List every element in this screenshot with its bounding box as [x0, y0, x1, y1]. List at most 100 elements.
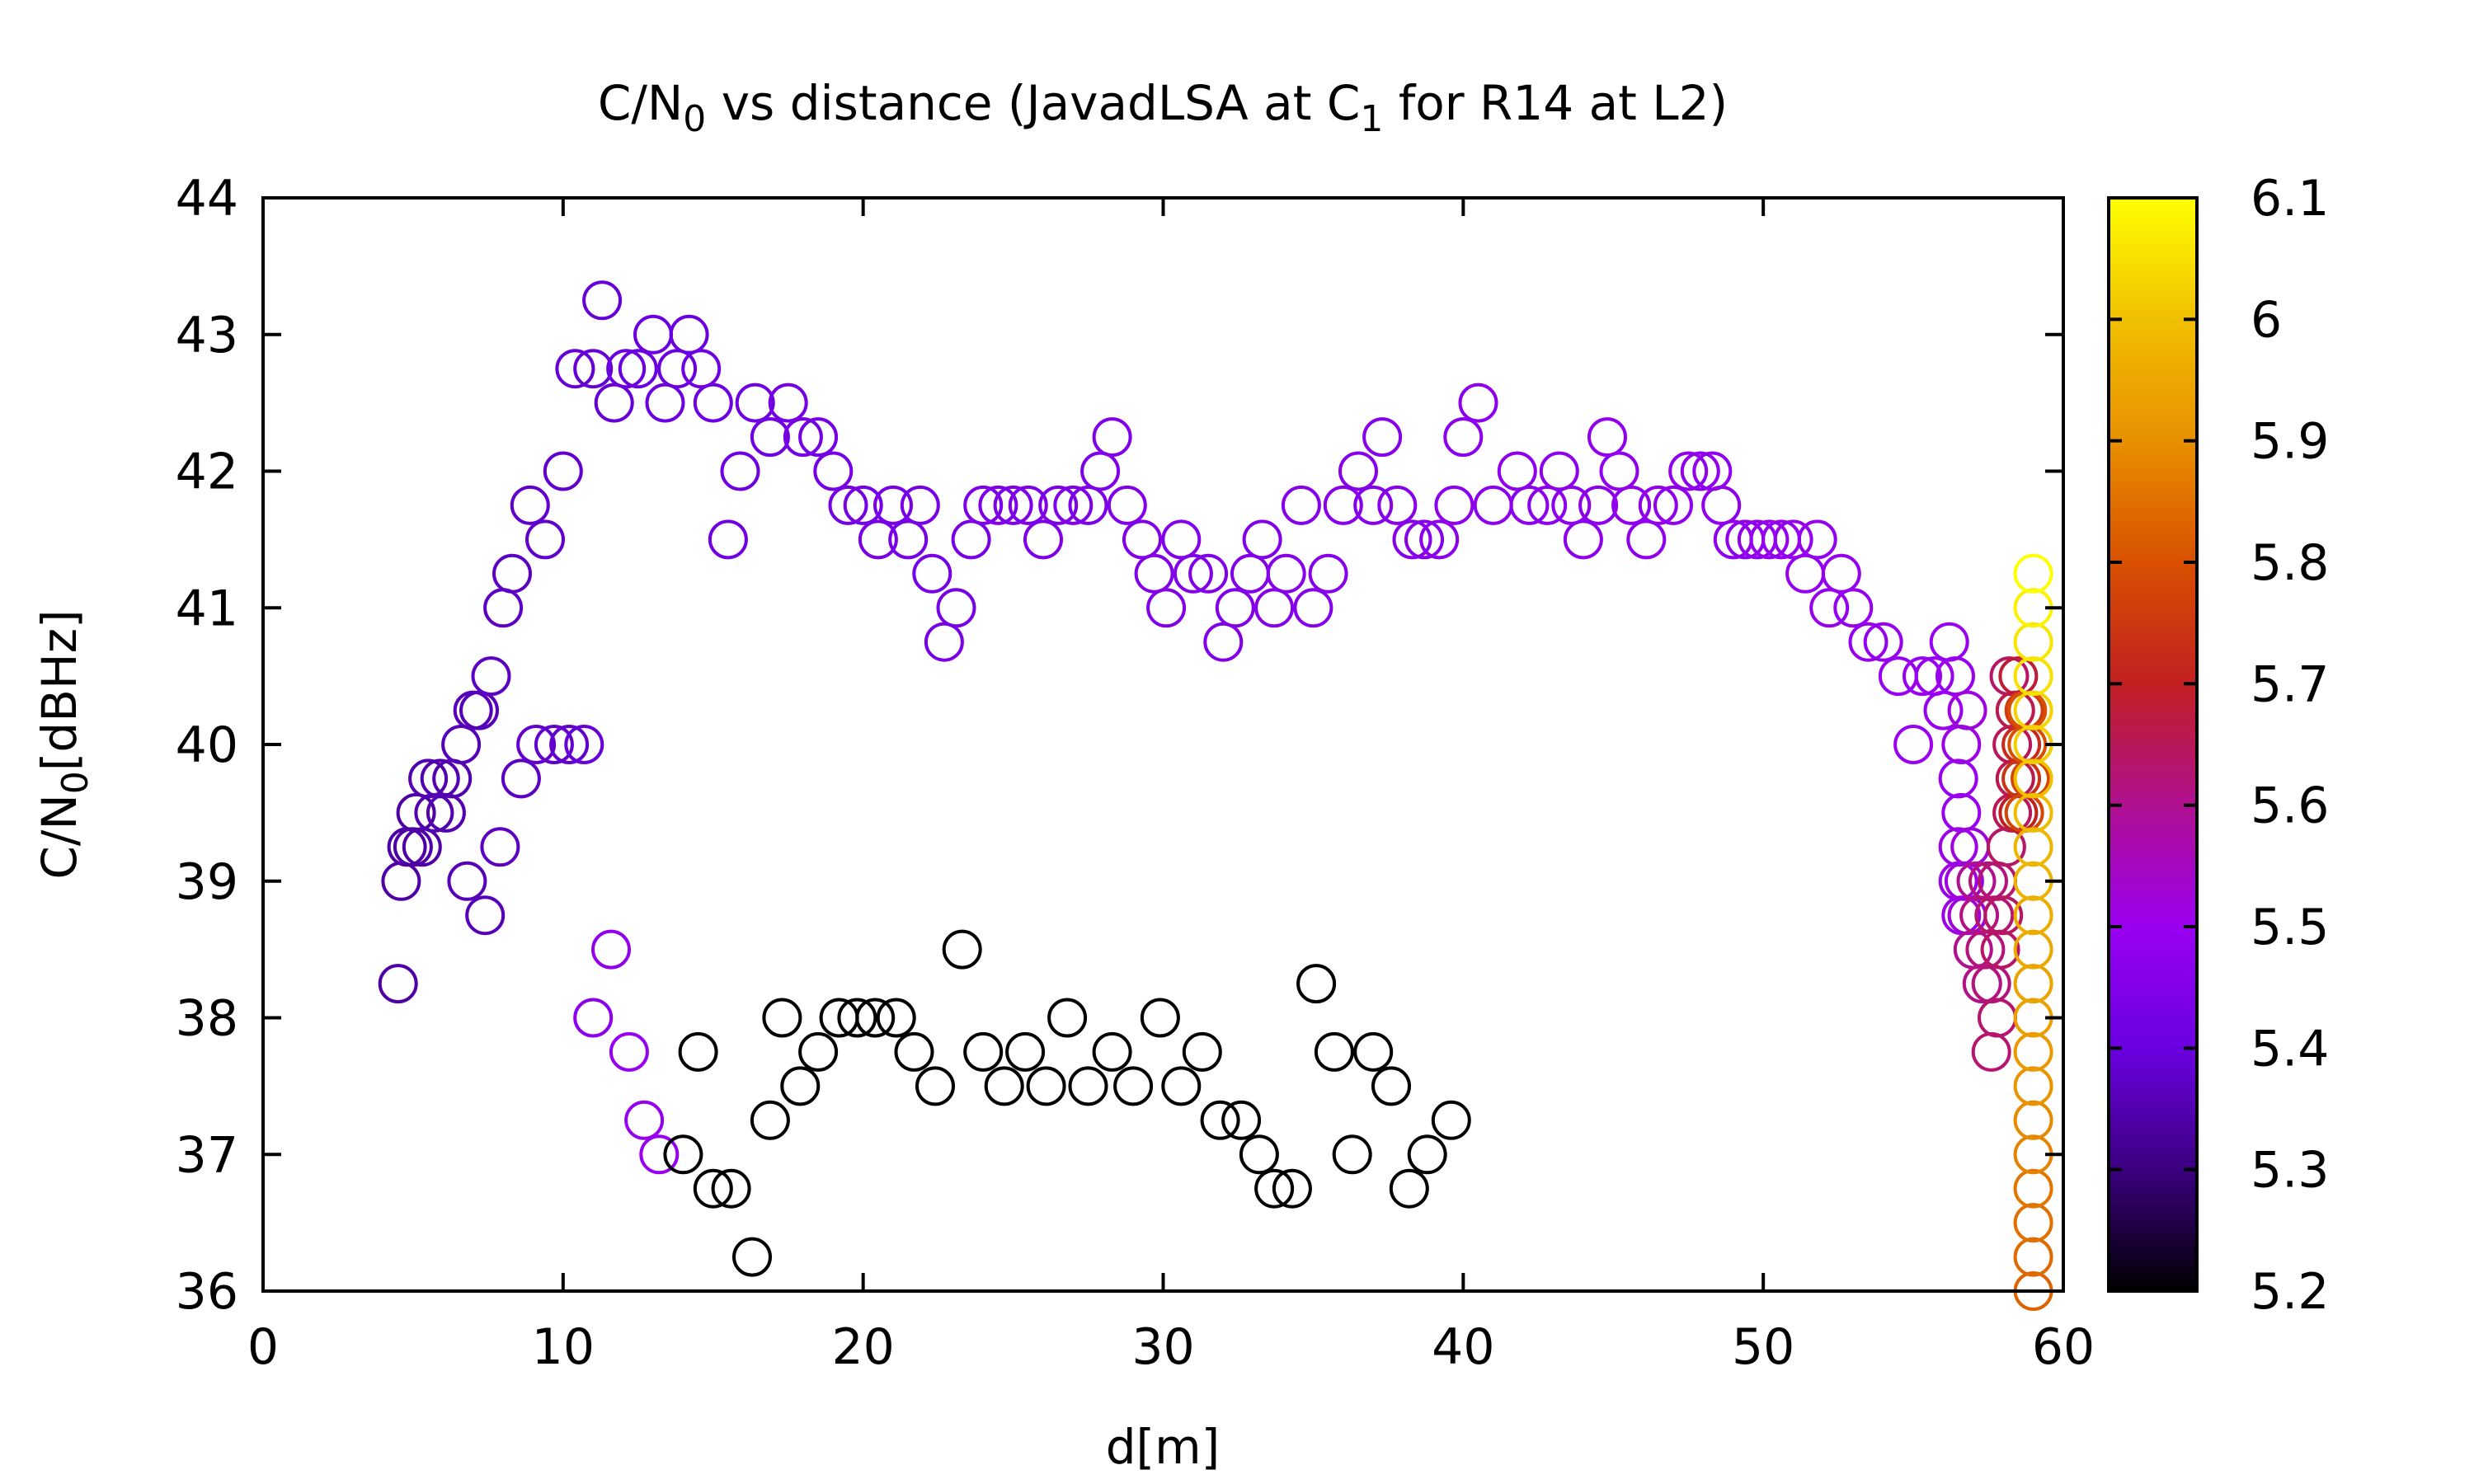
data-point: [693, 383, 733, 423]
data-point: [1551, 485, 1592, 525]
data-point: [1023, 519, 1063, 560]
data-point: [2013, 929, 2053, 970]
data-point: [573, 998, 614, 1038]
data-point: [2004, 690, 2044, 730]
data-point: [1392, 519, 1432, 560]
data-point: [1749, 519, 1790, 560]
data-point: [963, 485, 1004, 525]
data-point: [735, 383, 775, 423]
data-point: [2013, 964, 2053, 1004]
plot-frame: [261, 196, 2065, 1293]
data-point: [1587, 417, 1627, 458]
data-point: [582, 280, 623, 321]
data-point: [1266, 553, 1306, 594]
data-point: [1929, 622, 1969, 662]
data-point: [525, 519, 565, 560]
y-tick-label: 37: [176, 1126, 238, 1184]
y-tick-label: 43: [176, 307, 238, 364]
colorbar-tick-label: 6: [2251, 291, 2282, 349]
data-point: [1161, 519, 1202, 560]
data-point: [1353, 485, 1394, 525]
data-point: [798, 1031, 839, 1072]
data-point: [564, 725, 604, 764]
data-point: [1821, 553, 1861, 594]
data-point: [534, 725, 574, 764]
colorbar-tick-label: 5.8: [2251, 534, 2329, 592]
data-point: [750, 1100, 790, 1140]
data-point: [633, 314, 673, 355]
data-point: [1377, 485, 1418, 525]
x-tick-label: 20: [831, 1318, 894, 1376]
data-point: [1068, 1066, 1108, 1106]
data-point: [555, 349, 595, 389]
x-tick-label: 10: [532, 1318, 595, 1376]
data-point: [1539, 451, 1579, 491]
data-point: [1107, 485, 1147, 525]
data-point: [2013, 1203, 2053, 1243]
data-point: [1978, 998, 2017, 1038]
data-point: [1785, 553, 1826, 594]
data-point: [1404, 519, 1444, 560]
data-point: [2013, 1237, 2053, 1277]
x-tick-label: 40: [1432, 1318, 1494, 1376]
data-point: [591, 929, 631, 970]
data-point: [1188, 553, 1229, 594]
data-point: [1323, 485, 1363, 525]
colorbar-tick-label: 5.6: [2251, 777, 2329, 835]
data-point: [1638, 485, 1678, 525]
y-axis: 36 37 38 39 40 41 42 43 44: [176, 170, 2063, 1321]
data-point: [657, 349, 698, 389]
data-point: [855, 998, 896, 1038]
data-point: [888, 519, 929, 560]
data-point: [693, 1168, 733, 1209]
data-point: [1773, 519, 1813, 560]
data-point: [876, 998, 916, 1038]
data-point: [2013, 758, 2053, 799]
colorbar-tick-label: 5.7: [2251, 655, 2329, 713]
data-point: [768, 383, 808, 423]
data-point: [1458, 383, 1498, 423]
data-point: [900, 485, 940, 525]
data-point: [1092, 417, 1132, 458]
x-tick-label: 50: [1732, 1318, 1794, 1376]
data-point: [1923, 690, 1964, 730]
data-point: [813, 451, 854, 491]
data-point: [1122, 519, 1162, 560]
data-point: [837, 998, 877, 1038]
data-point: [1978, 861, 2017, 901]
data-point: [606, 349, 647, 389]
data-point: [762, 998, 802, 1038]
data-point: [1215, 588, 1255, 628]
data-point: [1134, 553, 1174, 594]
data-point: [1200, 1100, 1240, 1140]
data-point: [1254, 1168, 1295, 1209]
data-point: [1434, 485, 1475, 525]
data-point: [447, 861, 487, 901]
data-point: [1308, 553, 1348, 594]
data-point: [1971, 964, 2011, 1004]
data-point: [510, 485, 550, 525]
data-point: [993, 485, 1033, 525]
data-point: [912, 553, 952, 594]
data-point: [1254, 588, 1295, 628]
data-point: [1068, 485, 1108, 525]
data-point: [984, 1066, 1024, 1106]
chart-title: C/N0 vs distance (JavadLSA at C1 for R14…: [598, 75, 1728, 140]
data-point: [2013, 1100, 2053, 1140]
data-point: [1941, 725, 1982, 764]
y-axis-label: C/N0[dBHz]: [31, 609, 96, 879]
data-point: [1026, 1066, 1066, 1106]
data-point: [639, 1134, 680, 1175]
data-point: [783, 417, 823, 458]
colorbar-tick-label: 5.9: [2251, 413, 2329, 471]
x-axis-label: d[m]: [1106, 1419, 1221, 1475]
data-point: [402, 827, 442, 867]
data-point: [1431, 1100, 1471, 1140]
y-tick-label: 44: [176, 170, 238, 228]
data-point: [1947, 690, 1987, 730]
data-point: [1371, 1066, 1411, 1106]
data-point: [1008, 485, 1048, 525]
data-point: [1242, 519, 1282, 560]
data-point: [669, 314, 709, 355]
